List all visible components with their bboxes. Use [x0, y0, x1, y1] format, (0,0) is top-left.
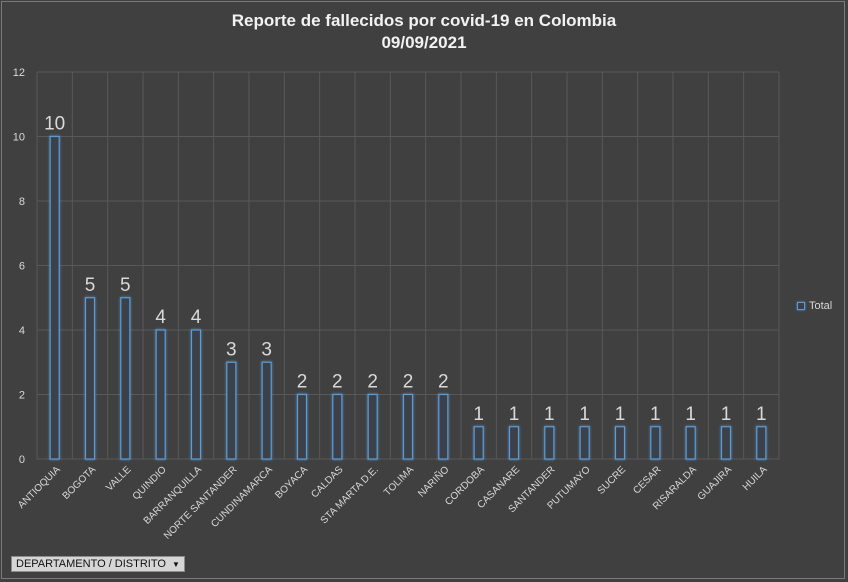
x-tick-label: VALLE: [104, 464, 134, 494]
legend-swatch: [797, 302, 805, 310]
bar: [84, 297, 96, 460]
data-label: 2: [297, 372, 308, 393]
data-label: 1: [721, 404, 732, 425]
x-tick-label: HUILA: [741, 464, 770, 493]
x-tick-label: TOLIMA: [382, 464, 416, 498]
bar: [296, 393, 308, 460]
bar: [261, 361, 272, 460]
data-label: 2: [332, 372, 343, 393]
data-label: 1: [473, 404, 484, 425]
y-tick-label: 0: [19, 454, 25, 466]
y-tick-label: 8: [19, 196, 25, 208]
data-label: 1: [615, 404, 626, 425]
bar: [579, 426, 590, 460]
bar: [650, 426, 661, 460]
legend: Total: [797, 300, 832, 312]
bar: [49, 135, 60, 460]
dropdown-arrow-icon: ▼: [171, 559, 180, 569]
chart-title-line1: Reporte de fallecidos por covid-19 en Co…: [231, 11, 617, 30]
bar: [155, 329, 166, 460]
data-label: 4: [191, 307, 202, 328]
bar: [508, 426, 520, 460]
data-label: 2: [438, 372, 449, 393]
data-label: 10: [44, 114, 65, 135]
chart-title-line2: 09/09/2021: [381, 33, 467, 52]
bar: [190, 329, 202, 460]
x-tick-label: SUCRE: [596, 464, 629, 497]
data-label: 1: [579, 404, 590, 425]
data-label: 1: [685, 404, 696, 425]
data-label: 5: [85, 275, 96, 296]
x-tick-label: ANTIOQUIA: [16, 464, 63, 511]
x-tick-label: GUAJIRA: [696, 464, 735, 503]
chart-title: Reporte de fallecidos por covid-19 en Co…: [0, 10, 848, 54]
bar: [226, 361, 237, 460]
y-tick-label: 2: [19, 390, 25, 402]
bar: [438, 393, 449, 460]
bar: [544, 426, 555, 460]
x-tick-label: CESAR: [631, 464, 663, 496]
x-tick-label: BOGOTA: [61, 464, 99, 502]
bar: [473, 426, 484, 460]
bar: [720, 426, 732, 460]
y-tick-label: 10: [13, 132, 25, 144]
legend-label: Total: [809, 300, 833, 312]
data-label: 1: [544, 404, 555, 425]
x-tick-label: CALDAS: [309, 464, 345, 500]
x-tick-label: BOYACA: [273, 464, 310, 501]
data-label: 1: [756, 404, 767, 425]
filter-button-label: DEPARTAMENTO / DISTRITO: [16, 558, 166, 570]
bar: [614, 426, 626, 460]
field-filter-button[interactable]: DEPARTAMENTO / DISTRITO ▼: [11, 556, 185, 572]
data-label: 2: [367, 372, 378, 393]
data-label: 1: [509, 404, 520, 425]
data-label: 3: [226, 339, 237, 360]
bar: [332, 393, 343, 460]
data-label: 3: [261, 339, 272, 360]
x-tick-label: CUNDINAMARCA: [209, 464, 275, 530]
bar: [402, 393, 414, 460]
y-tick-label: 4: [19, 325, 25, 337]
data-label: 4: [155, 307, 166, 328]
bar: [367, 393, 378, 460]
data-label: 2: [403, 372, 414, 393]
y-tick-label: 6: [19, 261, 25, 273]
bar: [756, 426, 767, 460]
y-tick-label: 12: [13, 67, 25, 79]
x-tick-label: NARIÑO: [415, 463, 452, 500]
data-label: 5: [120, 275, 131, 296]
data-label: 1: [650, 404, 661, 425]
bar: [120, 297, 131, 460]
bar: [685, 426, 696, 460]
